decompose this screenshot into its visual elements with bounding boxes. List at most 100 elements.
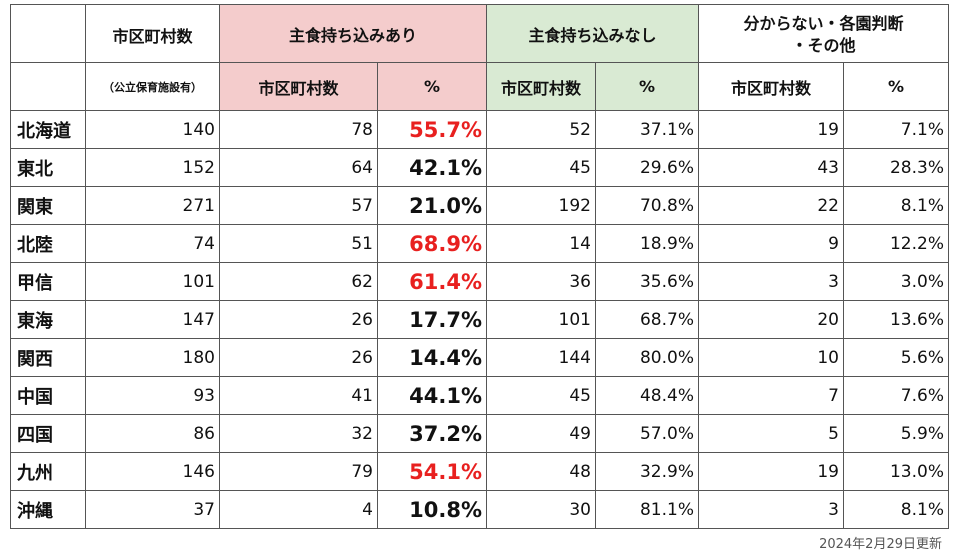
other-pct-cell: 28.3%: [843, 148, 949, 187]
other-pct-cell: 5.9%: [843, 414, 949, 453]
with-count-cell: 4: [219, 490, 378, 529]
municipalities-note: （公立保育施設有）: [85, 62, 220, 111]
without-pct-header: %: [595, 62, 699, 111]
region-cell: 東北: [10, 148, 86, 187]
table-row: 東北 152 64 42.1% 45 29.6% 43 28.3%: [10, 148, 949, 187]
other-pct-cell: 3.0%: [843, 262, 949, 301]
other-count-cell: 9: [698, 224, 844, 263]
without-food-header: 主食持ち込みなし: [486, 4, 699, 63]
other-pct-cell: 13.6%: [843, 300, 949, 339]
total-cell: 93: [85, 376, 220, 415]
with-count-cell: 51: [219, 224, 378, 263]
without-pct-cell: 70.8%: [595, 186, 699, 225]
other-count-header: 市区町村数: [698, 62, 844, 111]
other-pct-cell: 7.1%: [843, 110, 949, 149]
region-cell: 沖縄: [10, 490, 86, 529]
with-pct-cell: 42.1%: [377, 148, 487, 187]
without-count-cell: 14: [486, 224, 596, 263]
other-count-cell: 20: [698, 300, 844, 339]
region-cell: 関東: [10, 186, 86, 225]
other-header: 分からない・各園判断 ・その他: [698, 4, 949, 63]
other-count-cell: 10: [698, 338, 844, 377]
total-cell: 74: [85, 224, 220, 263]
other-count-cell: 19: [698, 110, 844, 149]
with-count-cell: 62: [219, 262, 378, 301]
table-row: 沖縄 37 4 10.8% 30 81.1% 3 8.1%: [10, 490, 949, 529]
table-row: 北陸 74 51 68.9% 14 18.9% 9 12.2%: [10, 224, 949, 263]
with-count-cell: 26: [219, 300, 378, 339]
without-pct-cell: 80.0%: [595, 338, 699, 377]
with-count-cell: 32: [219, 414, 378, 453]
other-count-cell: 19: [698, 452, 844, 491]
other-count-cell: 3: [698, 262, 844, 301]
with-pct-cell: 44.1%: [377, 376, 487, 415]
other-pct-cell: 12.2%: [843, 224, 949, 263]
without-pct-cell: 81.1%: [595, 490, 699, 529]
table-row: 甲信 101 62 61.4% 36 35.6% 3 3.0%: [10, 262, 949, 301]
without-pct-cell: 57.0%: [595, 414, 699, 453]
region-cell: 中国: [10, 376, 86, 415]
with-pct-cell: 54.1%: [377, 452, 487, 491]
region-cell: 北陸: [10, 224, 86, 263]
without-count-cell: 192: [486, 186, 596, 225]
with-count-cell: 57: [219, 186, 378, 225]
table-row: 九州 146 79 54.1% 48 32.9% 19 13.0%: [10, 452, 949, 491]
without-count-cell: 36: [486, 262, 596, 301]
with-pct-cell: 37.2%: [377, 414, 487, 453]
other-pct-cell: 8.1%: [843, 490, 949, 529]
other-count-cell: 7: [698, 376, 844, 415]
region-cell: 九州: [10, 452, 86, 491]
other-pct-cell: 5.6%: [843, 338, 949, 377]
table-row: 関西 180 26 14.4% 144 80.0% 10 5.6%: [10, 338, 949, 377]
total-cell: 140: [85, 110, 220, 149]
region-cell: 北海道: [10, 110, 86, 149]
other-pct-cell: 13.0%: [843, 452, 949, 491]
total-cell: 180: [85, 338, 220, 377]
other-header-line1: 分からない・各園判断: [743, 13, 904, 33]
with-food-header: 主食持ち込みあり: [219, 4, 487, 63]
other-count-cell: 3: [698, 490, 844, 529]
without-count-cell: 30: [486, 490, 596, 529]
total-cell: 101: [85, 262, 220, 301]
with-pct-cell: 21.0%: [377, 186, 487, 225]
with-pct-cell: 68.9%: [377, 224, 487, 263]
without-count-header: 市区町村数: [486, 62, 596, 111]
with-count-cell: 79: [219, 452, 378, 491]
with-pct-cell: 61.4%: [377, 262, 487, 301]
updated-date: 2024年2月29日更新: [819, 537, 942, 552]
other-count-cell: 43: [698, 148, 844, 187]
other-header-line2: ・その他: [791, 35, 856, 55]
with-count-cell: 26: [219, 338, 378, 377]
corner-cell-sub: [10, 62, 86, 111]
without-count-cell: 49: [486, 414, 596, 453]
with-count-header: 市区町村数: [219, 62, 378, 111]
with-pct-cell: 14.4%: [377, 338, 487, 377]
region-cell: 関西: [10, 338, 86, 377]
total-cell: 146: [85, 452, 220, 491]
survey-table: 市区町村数 主食持ち込みあり 主食持ち込みなし 分からない・各園判断 ・その他 …: [10, 4, 949, 529]
corner-cell: [10, 4, 86, 63]
region-cell: 甲信: [10, 262, 86, 301]
total-cell: 152: [85, 148, 220, 187]
without-count-cell: 45: [486, 376, 596, 415]
without-count-cell: 45: [486, 148, 596, 187]
without-count-cell: 144: [486, 338, 596, 377]
without-pct-cell: 29.6%: [595, 148, 699, 187]
with-count-cell: 64: [219, 148, 378, 187]
with-count-cell: 41: [219, 376, 378, 415]
with-count-cell: 78: [219, 110, 378, 149]
municipalities-header-label: 市区町村数: [112, 27, 193, 46]
total-cell: 147: [85, 300, 220, 339]
total-cell: 86: [85, 414, 220, 453]
total-cell: 37: [85, 490, 220, 529]
other-pct-cell: 7.6%: [843, 376, 949, 415]
table-row: 関東 271 57 21.0% 192 70.8% 22 8.1%: [10, 186, 949, 225]
without-count-cell: 101: [486, 300, 596, 339]
with-pct-cell: 10.8%: [377, 490, 487, 529]
without-pct-cell: 68.7%: [595, 300, 699, 339]
municipalities-header: 市区町村数: [85, 4, 220, 63]
table-row: 北海道 140 78 55.7% 52 37.1% 19 7.1%: [10, 110, 949, 149]
other-pct-header: %: [843, 62, 949, 111]
table-row: 中国 93 41 44.1% 45 48.4% 7 7.6%: [10, 376, 949, 415]
region-cell: 東海: [10, 300, 86, 339]
